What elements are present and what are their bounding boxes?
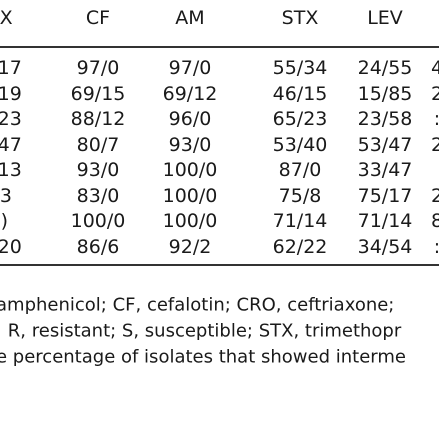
table-cell: 71/14: [272, 210, 328, 232]
table-cell: 62/22: [272, 235, 328, 258]
table-cell: 47: [0, 133, 22, 156]
table-cell: 33/47: [357, 159, 413, 181]
header-cell: X: [0, 7, 13, 29]
bottom-rule: [0, 264, 439, 266]
table-cell: 93/0: [76, 159, 120, 181]
table-cell: 75/17: [357, 184, 413, 207]
table-cell: 75/8: [278, 184, 322, 207]
table-cell: 46/15: [272, 82, 328, 105]
table-cell: 87/0: [278, 159, 322, 181]
table-cell: 2: [430, 184, 439, 207]
table-cell: 83/0: [76, 184, 120, 207]
header-cell: LEV: [367, 7, 403, 29]
table-cell: 53/40: [272, 133, 328, 156]
table-cell: 17: [0, 57, 22, 79]
table-cell: 100/0: [70, 210, 126, 232]
table-cell: 15/85: [357, 82, 413, 105]
table-cell: 92/2: [168, 235, 212, 258]
header-cell: CF: [85, 7, 111, 29]
table-cell: 69/12: [162, 82, 218, 105]
table-cell: 80/7: [76, 133, 120, 156]
table-cell: 97/0: [168, 57, 212, 79]
table-cell: 100/0: [162, 210, 218, 232]
table-cell: ): [0, 210, 9, 232]
table-cell: :: [434, 236, 439, 258]
table-cell: 96/0: [168, 108, 212, 130]
table-cell: 2: [430, 82, 439, 105]
table-cell: 55/34: [272, 57, 328, 79]
table-cell: 100/0: [162, 184, 218, 207]
table-cell: :: [434, 108, 439, 130]
footnote-line: amphenicol; CF, cefalotin; CRO, ceftriax…: [0, 294, 395, 316]
table-cell: 8: [430, 210, 439, 232]
table-cell: 2: [430, 133, 439, 156]
table-cell: 3: [0, 184, 12, 207]
table-cell: 19: [0, 82, 22, 105]
table-cell: 71/14: [357, 210, 413, 232]
table-cell: 20: [0, 235, 22, 258]
table-cell: 69/15: [70, 82, 126, 105]
table-cell: 88/12: [70, 108, 126, 130]
table-cell: 23: [0, 108, 22, 130]
table-cell: 4: [430, 57, 439, 79]
table-cell: 13: [0, 159, 22, 181]
table-cell: 100/0: [162, 159, 218, 181]
header-cell: AM: [175, 7, 205, 29]
header-rule: [0, 46, 439, 48]
footnote-line: ; R, resistant; S, susceptible; STX, tri…: [0, 320, 402, 342]
table-cell: 65/23: [272, 108, 328, 130]
table-cell: 93/0: [168, 133, 212, 156]
table-cell: 34/54: [357, 235, 413, 258]
table-cell: 24/55: [357, 57, 413, 79]
table-cell: 23/58: [357, 108, 413, 130]
table-cell: 53/47: [357, 133, 413, 156]
table-cell: 97/0: [76, 57, 120, 79]
table-cell: 86/6: [76, 235, 120, 258]
footnote-line: e percentage of isolates that showed int…: [0, 346, 406, 368]
header-cell: STX: [281, 7, 319, 29]
